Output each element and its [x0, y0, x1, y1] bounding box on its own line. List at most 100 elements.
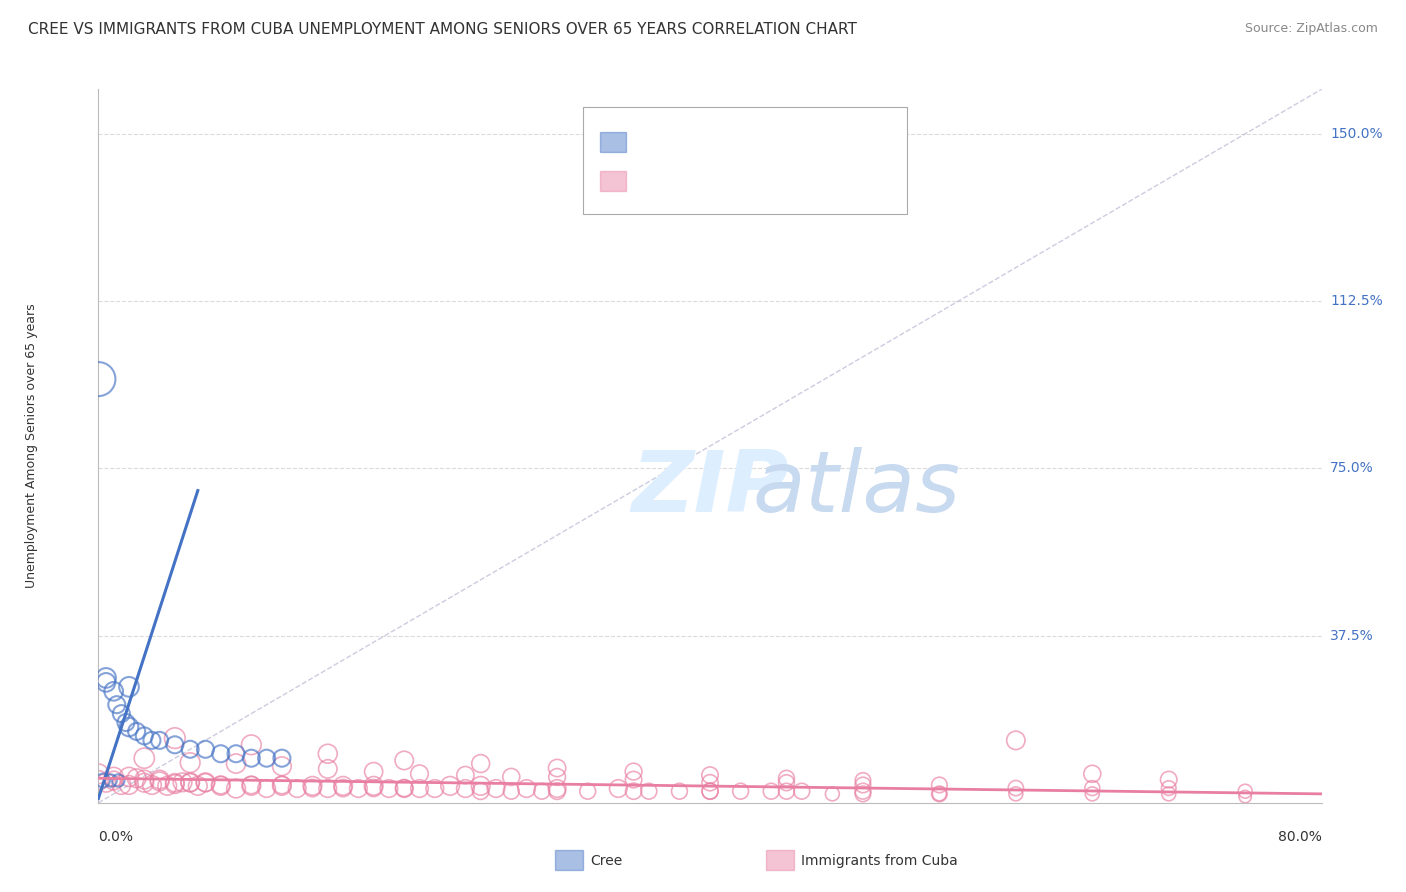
Point	[316, 762, 339, 776]
Point	[392, 753, 416, 767]
Point	[118, 778, 141, 792]
Point	[172, 775, 194, 789]
Point	[134, 775, 156, 790]
Point	[332, 781, 354, 796]
Text: 75.0%: 75.0%	[1330, 461, 1374, 475]
Point	[179, 742, 201, 756]
Point	[91, 773, 114, 788]
Point	[1081, 787, 1104, 801]
Point	[94, 775, 117, 790]
Point	[115, 715, 138, 730]
Point	[347, 781, 370, 796]
Point	[1157, 772, 1180, 787]
Point	[316, 781, 339, 796]
Point	[107, 773, 129, 788]
Point	[225, 756, 247, 771]
Point	[775, 775, 797, 790]
Point	[501, 784, 523, 798]
Text: R =: R =	[636, 175, 665, 189]
Point	[530, 784, 553, 798]
Point	[316, 747, 339, 761]
Point	[179, 775, 201, 789]
Point	[699, 784, 721, 798]
Point	[125, 724, 148, 739]
Point	[163, 775, 186, 790]
Point	[118, 680, 141, 694]
Point	[156, 779, 179, 793]
Point	[163, 777, 186, 791]
Point	[149, 733, 172, 747]
Point	[1234, 789, 1257, 804]
Point	[225, 781, 247, 796]
Point	[423, 781, 446, 796]
Point	[240, 779, 263, 793]
Point	[194, 742, 217, 756]
Point	[454, 781, 477, 796]
Point	[470, 779, 492, 793]
Point	[408, 766, 430, 781]
Text: -0.276: -0.276	[675, 175, 724, 189]
Point	[194, 775, 217, 790]
Point	[301, 779, 323, 793]
Point	[546, 784, 568, 798]
Point	[134, 772, 156, 787]
Point	[454, 768, 477, 782]
Point	[363, 781, 385, 796]
Point	[928, 787, 950, 801]
Text: CREE VS IMMIGRANTS FROM CUBA UNEMPLOYMENT AMONG SENIORS OVER 65 YEARS CORRELATIO: CREE VS IMMIGRANTS FROM CUBA UNEMPLOYMEN…	[28, 22, 858, 37]
Text: 112.5%: 112.5%	[1330, 294, 1382, 308]
Text: Cree: Cree	[591, 854, 623, 868]
Point	[1081, 766, 1104, 781]
Point	[470, 784, 492, 798]
Point	[392, 781, 416, 796]
Point	[699, 768, 721, 782]
Point	[470, 756, 492, 771]
Point	[103, 770, 125, 784]
Text: N =: N =	[724, 175, 755, 189]
Point	[1004, 781, 1026, 796]
Point	[852, 773, 875, 788]
Point	[240, 751, 263, 765]
Point	[209, 747, 232, 761]
Point	[775, 771, 797, 786]
Point	[852, 778, 875, 792]
Point	[623, 764, 645, 779]
Point	[110, 778, 132, 792]
Point	[852, 787, 875, 801]
Point	[179, 775, 201, 790]
Point	[141, 778, 163, 792]
Point	[485, 781, 508, 796]
Point	[363, 779, 385, 793]
Point	[1157, 781, 1180, 796]
Point	[94, 671, 117, 685]
Point	[100, 773, 122, 788]
Point	[163, 731, 186, 746]
Point	[928, 787, 950, 801]
Point	[209, 778, 232, 792]
Point	[378, 781, 401, 796]
Point	[149, 772, 172, 787]
Point	[270, 779, 292, 793]
Point	[1081, 781, 1104, 796]
Point	[501, 770, 523, 784]
Point	[187, 779, 209, 793]
Point	[110, 706, 132, 721]
Point	[256, 751, 278, 765]
Point	[87, 773, 110, 788]
Text: atlas: atlas	[752, 447, 960, 531]
Point	[775, 784, 797, 798]
Point	[301, 781, 323, 796]
Point	[134, 751, 156, 765]
Point	[105, 698, 128, 712]
Text: 20: 20	[762, 136, 782, 150]
Text: R =: R =	[636, 136, 665, 150]
Point	[546, 761, 568, 775]
Point	[270, 751, 292, 765]
Point	[821, 787, 844, 801]
Point	[516, 781, 538, 796]
Point	[285, 781, 308, 796]
Point	[699, 784, 721, 798]
Text: 0.365: 0.365	[675, 136, 718, 150]
Point	[928, 778, 950, 792]
Point	[225, 747, 247, 761]
